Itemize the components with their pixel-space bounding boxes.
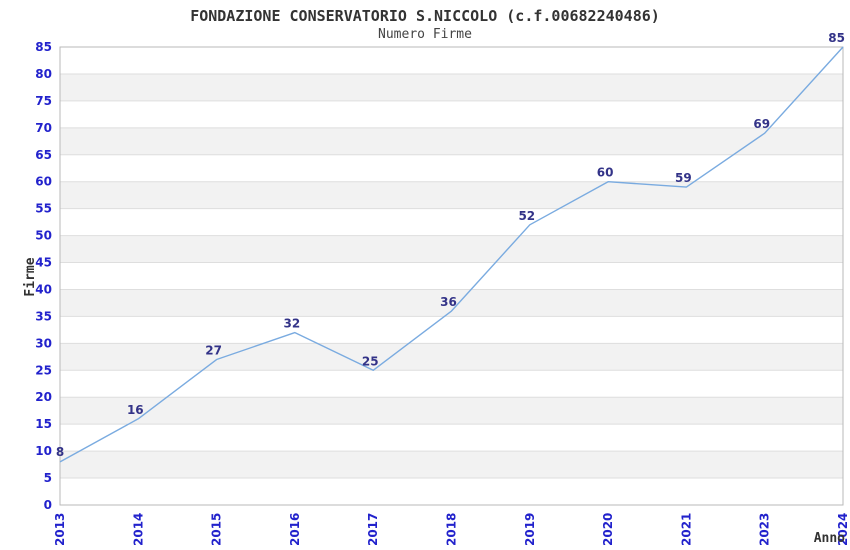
x-tick-label: 2020 — [601, 513, 615, 546]
grid-band — [60, 478, 843, 505]
data-point-label: 16 — [127, 403, 144, 417]
y-axis-title: Firme — [23, 257, 38, 296]
x-tick-label: 2023 — [758, 513, 772, 546]
data-point-label: 36 — [440, 295, 457, 309]
data-point-label: 27 — [205, 344, 222, 358]
y-tick-label: 0 — [44, 498, 52, 512]
chart-subtitle: Numero Firme — [378, 27, 472, 42]
y-tick-label: 30 — [35, 336, 52, 350]
data-point-label: 32 — [284, 317, 301, 331]
grid-band — [60, 289, 843, 317]
data-point-label: 25 — [362, 354, 379, 368]
grid-band — [60, 451, 843, 479]
grid-band — [60, 424, 843, 452]
x-tick-label: 2024 — [836, 513, 850, 546]
grid-band — [60, 154, 843, 182]
y-tick-label: 5 — [44, 471, 52, 485]
line-series — [59, 46, 844, 463]
y-tick-label: 55 — [35, 202, 52, 216]
y-tick-label: 75 — [35, 94, 52, 108]
grid-band — [60, 127, 843, 155]
y-tick-label: 20 — [35, 390, 52, 404]
y-tick-label: 85 — [35, 40, 52, 54]
plot-border — [59, 46, 844, 506]
y-tick-label: 45 — [35, 256, 52, 270]
data-point-label: 8 — [56, 445, 64, 459]
y-tick-label: 60 — [35, 175, 52, 189]
grid-band — [60, 370, 843, 398]
y-tick-label: 15 — [35, 417, 52, 431]
grid-band — [60, 208, 843, 236]
x-axis-title: Anno — [814, 531, 845, 546]
grid-band — [60, 397, 843, 425]
grid-band — [60, 181, 843, 209]
y-tick-label: 65 — [35, 148, 52, 162]
x-tick-label: 2019 — [523, 513, 537, 546]
x-tick-label: 2015 — [210, 513, 224, 546]
data-point-label: 85 — [828, 31, 845, 45]
y-tick-label: 50 — [35, 229, 52, 243]
grid-band — [60, 235, 843, 263]
y-tick-label: 80 — [35, 67, 52, 81]
x-tick-label: 2018 — [445, 513, 459, 546]
data-point-label: 69 — [753, 117, 770, 131]
x-tick-label: 2021 — [679, 513, 693, 546]
x-tick-label: 2014 — [131, 513, 145, 546]
x-tick-label: 2013 — [53, 513, 67, 546]
grid-band — [60, 73, 843, 101]
grid-band — [60, 47, 843, 74]
x-tick-label: 2017 — [366, 513, 380, 546]
chart-title: FONDAZIONE CONSERVATORIO S.NICCOLO (c.f.… — [190, 7, 660, 25]
y-tick-label: 35 — [35, 309, 52, 323]
grid-band — [60, 343, 843, 371]
grid-band — [60, 316, 843, 344]
grid-band — [60, 100, 843, 128]
data-point-label: 60 — [597, 166, 614, 180]
y-tick-label: 10 — [35, 444, 52, 458]
y-tick-label: 70 — [35, 121, 52, 135]
x-tick-label: 2016 — [288, 513, 302, 546]
data-point-label: 59 — [675, 171, 692, 185]
data-point-label: 52 — [518, 209, 535, 223]
y-tick-label: 40 — [35, 282, 52, 296]
y-tick-label: 25 — [35, 363, 52, 377]
grid-band — [60, 262, 843, 290]
